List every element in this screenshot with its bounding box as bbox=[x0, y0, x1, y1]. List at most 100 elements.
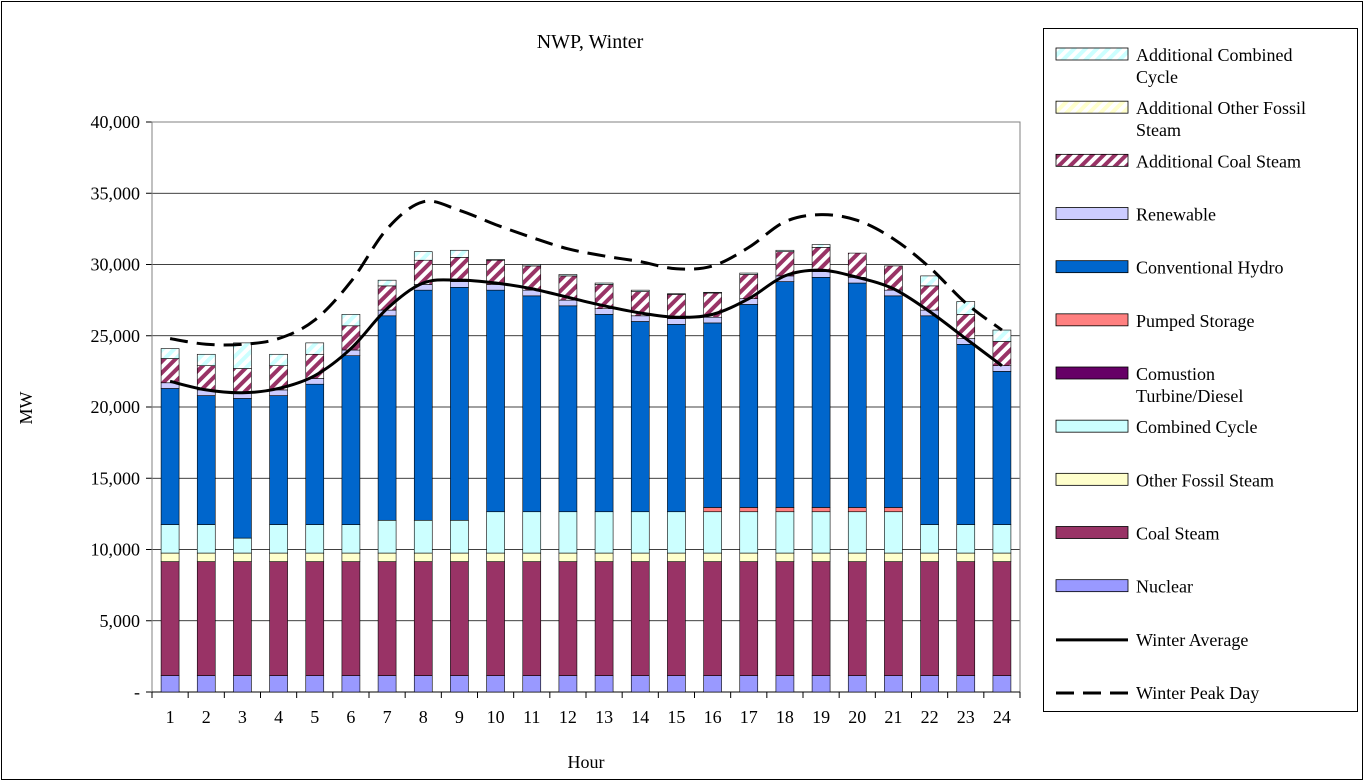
bar-segment bbox=[847, 282, 867, 508]
bar-segment bbox=[486, 511, 505, 554]
bar-segment bbox=[341, 355, 361, 525]
bar-segment bbox=[450, 281, 469, 288]
bar-segment bbox=[377, 561, 397, 676]
bar-segment bbox=[233, 398, 252, 539]
bar-segment bbox=[196, 395, 216, 525]
bar-segment bbox=[739, 675, 759, 693]
bar-segment bbox=[920, 552, 939, 562]
x-tick-label: 2 bbox=[202, 707, 211, 727]
x-tick-label: 3 bbox=[238, 707, 247, 727]
legend-swatch bbox=[1055, 153, 1129, 167]
legend-swatch bbox=[1055, 260, 1129, 274]
bar-segment bbox=[847, 252, 867, 278]
bar-segment bbox=[811, 561, 831, 676]
x-tick-label: 7 bbox=[383, 707, 392, 727]
bar-segment bbox=[992, 552, 1012, 562]
bar-segment bbox=[594, 675, 614, 693]
bar-segment bbox=[486, 289, 505, 513]
bar-segment bbox=[920, 561, 939, 676]
bar-segment bbox=[703, 675, 722, 693]
bar-segment bbox=[196, 675, 216, 693]
bar-segment bbox=[594, 282, 614, 285]
bar-segment bbox=[233, 537, 252, 554]
bar-segment bbox=[811, 271, 831, 278]
bar-segment bbox=[630, 552, 650, 562]
bar-segment bbox=[992, 675, 1012, 693]
bar-segment bbox=[269, 552, 288, 562]
bar-segment bbox=[196, 552, 216, 562]
bar-segment bbox=[956, 561, 976, 676]
bar-segment bbox=[775, 561, 795, 676]
bar-segment bbox=[811, 247, 831, 272]
bar-segment bbox=[847, 507, 867, 513]
bar-segment bbox=[775, 511, 795, 554]
legend-label: Additional Coal Steam bbox=[1136, 151, 1301, 171]
legend-swatch bbox=[1055, 366, 1129, 380]
bar-segment bbox=[233, 342, 252, 369]
bar-segment bbox=[992, 371, 1012, 525]
bar-segment bbox=[667, 293, 686, 295]
legend-swatch bbox=[1055, 313, 1129, 327]
x-tick-label: 17 bbox=[740, 707, 758, 727]
bar-segment bbox=[630, 321, 650, 513]
bar-segment bbox=[233, 561, 252, 676]
bar-segment bbox=[703, 561, 722, 676]
bar-segment bbox=[486, 675, 505, 693]
bar-segment bbox=[522, 561, 542, 676]
bar-segment bbox=[377, 552, 397, 562]
x-tick-label: 21 bbox=[884, 707, 902, 727]
bar-segment bbox=[847, 552, 867, 562]
bar-segment bbox=[703, 552, 722, 562]
bar-segment bbox=[884, 507, 903, 513]
bar-segment bbox=[305, 675, 325, 693]
bar-segment bbox=[811, 675, 831, 693]
bar-segment bbox=[413, 561, 433, 676]
legend-swatch bbox=[1055, 419, 1129, 433]
y-tick-label: 40,000 bbox=[91, 112, 141, 132]
bar-segment bbox=[305, 524, 325, 554]
legend-label: Other Fossil Steam bbox=[1136, 470, 1274, 490]
bar-segment bbox=[992, 329, 1012, 342]
bar-segment bbox=[341, 314, 361, 327]
bar-segment bbox=[450, 552, 469, 562]
y-tick-label: - bbox=[134, 682, 140, 702]
x-tick-label: 19 bbox=[812, 707, 830, 727]
bar-segment bbox=[160, 388, 180, 525]
bar-segment bbox=[377, 279, 397, 287]
bar-segment bbox=[522, 264, 542, 267]
bar-segment bbox=[703, 316, 722, 324]
legend-label: Winter Average bbox=[1136, 630, 1248, 650]
bar-segment bbox=[956, 552, 976, 562]
x-tick-label: 22 bbox=[921, 707, 939, 727]
bar-segment bbox=[341, 552, 361, 562]
x-tick-label: 15 bbox=[667, 707, 685, 727]
bar-segment bbox=[196, 524, 216, 554]
bar-segment bbox=[630, 675, 650, 693]
bar-segment bbox=[775, 249, 795, 252]
bar-segment bbox=[739, 552, 759, 562]
legend-swatch bbox=[1055, 472, 1129, 486]
legend-label: Additional Combined Cycle bbox=[1136, 45, 1293, 87]
bar-segment bbox=[377, 285, 397, 311]
bar-segment bbox=[450, 675, 469, 693]
chart-title: NWP, Winter bbox=[537, 31, 644, 53]
x-tick-label: 16 bbox=[704, 707, 722, 727]
bar-segment bbox=[341, 561, 361, 676]
bar-segment bbox=[667, 511, 686, 554]
bar-segment bbox=[305, 561, 325, 676]
bar-segment bbox=[450, 519, 469, 554]
bar-segment bbox=[630, 289, 650, 292]
bar-segment bbox=[739, 272, 759, 275]
x-tick-label: 13 bbox=[595, 707, 613, 727]
bar-segment bbox=[341, 325, 361, 351]
bar-segment bbox=[956, 675, 976, 693]
bar-segment bbox=[558, 675, 578, 693]
bar-segment bbox=[703, 322, 722, 508]
bar-segment bbox=[269, 524, 288, 554]
bar-segment bbox=[920, 315, 939, 525]
legend-label: Nuclear bbox=[1136, 577, 1193, 597]
bar-segment bbox=[884, 295, 903, 508]
bar-segment bbox=[847, 511, 867, 554]
legend-label: Comustion Turbine/Diesel bbox=[1136, 364, 1243, 406]
legend-swatch bbox=[1055, 579, 1129, 593]
